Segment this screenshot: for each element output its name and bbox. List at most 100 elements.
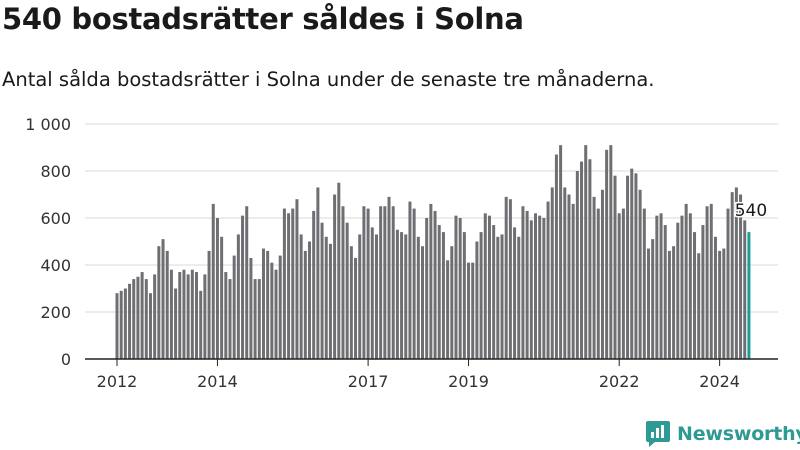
bar <box>408 201 412 359</box>
bar <box>190 269 194 359</box>
bar <box>513 227 517 359</box>
bar <box>362 206 366 359</box>
x-tick-label: 2024 <box>699 372 740 391</box>
bar <box>220 236 224 359</box>
bar <box>550 187 554 359</box>
bar <box>207 250 211 359</box>
bar <box>186 274 190 359</box>
bar <box>115 293 119 359</box>
bar <box>667 250 671 359</box>
bar <box>450 246 454 359</box>
bar <box>713 236 717 359</box>
bar <box>688 213 692 359</box>
bar <box>471 262 475 359</box>
bar <box>245 206 249 359</box>
bar <box>358 234 362 359</box>
bar <box>383 206 387 359</box>
bar <box>257 279 261 359</box>
y-tick-label: 0 <box>61 350 71 369</box>
bar <box>600 189 604 359</box>
y-tick-label: 200 <box>40 303 71 322</box>
bar <box>709 203 713 359</box>
bar <box>588 159 592 359</box>
y-tick-label: 800 <box>40 162 71 181</box>
bar <box>366 208 370 359</box>
bar <box>169 269 173 359</box>
bar <box>433 210 437 359</box>
bar <box>534 213 537 359</box>
bar <box>412 208 416 359</box>
bar <box>508 199 512 359</box>
bar <box>441 232 445 359</box>
bar <box>592 196 596 359</box>
bar <box>467 262 471 359</box>
bar <box>199 290 203 359</box>
bar <box>425 218 429 359</box>
bar <box>157 246 161 359</box>
bar <box>195 272 199 359</box>
bar <box>241 215 245 359</box>
bar <box>253 279 257 359</box>
bar <box>228 279 232 359</box>
bar <box>295 199 299 359</box>
x-tick-label: 2012 <box>97 372 138 391</box>
bar <box>575 171 579 359</box>
bar <box>684 203 688 359</box>
bar <box>400 232 404 359</box>
bar <box>634 173 638 359</box>
bar <box>128 283 132 359</box>
page-title: 540 bostadsrätter såldes i Solna <box>2 2 524 36</box>
bar <box>567 194 571 359</box>
bar <box>178 272 182 359</box>
bar <box>374 234 378 359</box>
bar <box>261 248 265 359</box>
bar <box>387 196 391 359</box>
bar <box>333 194 337 359</box>
bar <box>165 250 169 359</box>
bar <box>429 203 433 359</box>
bar <box>492 225 496 359</box>
bar <box>642 208 646 359</box>
y-axis-labels: 0 200 400 600 800 1 000 <box>25 115 71 369</box>
bar <box>605 149 609 359</box>
bar <box>546 201 550 359</box>
brand-name: Newsworthy <box>677 423 800 445</box>
bar <box>119 290 123 359</box>
y-tick-label: 600 <box>40 209 71 228</box>
bar <box>266 250 270 359</box>
newsworthy-logo[interactable]: Newsworthy <box>645 419 800 449</box>
bar <box>542 218 546 359</box>
chart-subtitle: Antal sålda bostadsrätter i Solna under … <box>2 68 655 91</box>
bar <box>320 222 324 359</box>
bar <box>328 243 332 359</box>
bar <box>705 206 709 359</box>
bar <box>479 232 483 359</box>
bar <box>278 255 282 359</box>
bar <box>718 250 722 359</box>
bar <box>563 187 567 359</box>
bar <box>739 194 743 359</box>
bar <box>215 218 219 359</box>
bar <box>308 241 312 359</box>
bar <box>203 274 207 359</box>
bar <box>483 213 487 359</box>
bar <box>370 227 374 359</box>
bar <box>341 206 345 359</box>
bar <box>404 234 408 359</box>
bar <box>354 257 358 359</box>
bar <box>693 232 697 359</box>
bar <box>722 248 726 359</box>
bar <box>609 145 613 359</box>
bar <box>596 208 600 359</box>
bar <box>211 203 215 359</box>
bar <box>291 208 295 359</box>
bar <box>672 246 676 359</box>
bar <box>224 272 228 359</box>
bar <box>726 208 730 359</box>
annotations: 540 <box>733 200 768 223</box>
bar <box>454 215 458 359</box>
bar <box>517 236 521 359</box>
bar <box>174 288 178 359</box>
bar <box>554 154 558 359</box>
